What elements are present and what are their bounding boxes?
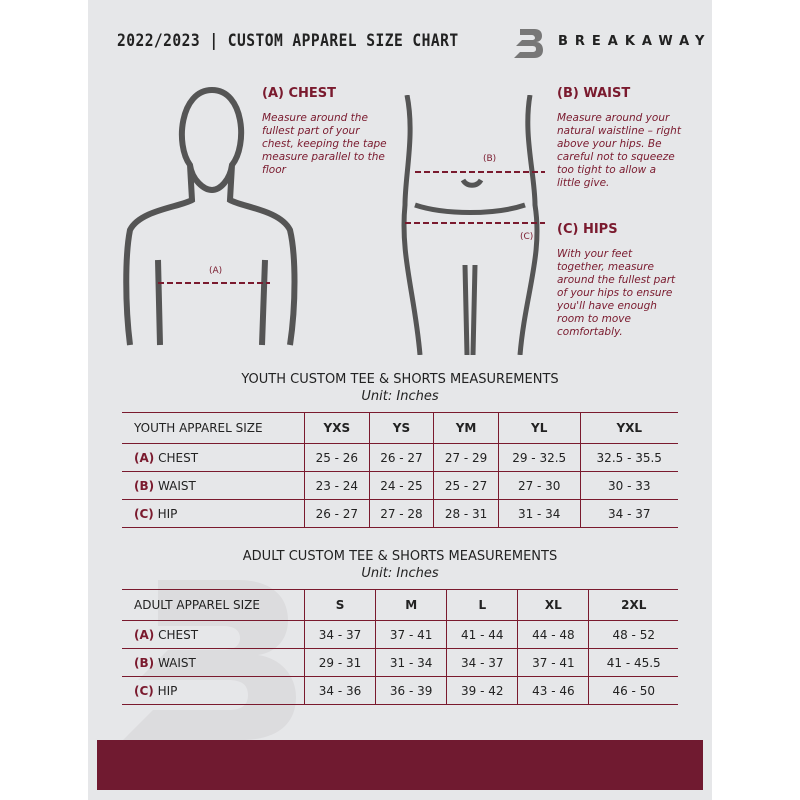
- header-cell: YM: [433, 412, 499, 444]
- table-header-row: ADULT APPAREL SIZE S M L XL 2XL: [122, 589, 678, 621]
- cell: 25 - 27: [433, 471, 499, 500]
- row-letter: (C): [134, 506, 154, 521]
- waist-marker: (B): [483, 154, 497, 164]
- row-letter: (B): [134, 478, 155, 493]
- header-cell: YXS: [304, 412, 370, 444]
- table-row: (B) WAIST 23 - 24 24 - 25 25 - 27 27 - 30 30 …: [122, 471, 678, 500]
- cell: 27 - 29: [433, 443, 499, 472]
- cell: 31 - 34: [497, 499, 581, 528]
- table-row: (A) CHEST 34 - 37 37 - 41 41 - 44 44 - 48 48 …: [122, 620, 678, 649]
- cell: 23 - 24: [304, 471, 370, 500]
- hips-description: With your feet together, measure around …: [557, 248, 676, 338]
- row-label: CHEST: [158, 627, 199, 642]
- row-letter: (B): [134, 655, 155, 670]
- table-row: (C) HIP 26 - 27 27 - 28 28 - 31 31 - 34 34 - …: [122, 499, 678, 528]
- cell: 37 - 41: [517, 648, 589, 677]
- row-letter: (A): [134, 450, 155, 465]
- row-label: HIP: [157, 506, 178, 521]
- youth-table-title: YOUTH CUSTOM TEE & SHORTS MEASUREMENTS: [241, 372, 559, 387]
- upper-body-illustration: [123, 86, 298, 346]
- adult-size-table: ADULT APPAREL SIZE S M L XL 2XL (A) CHEST 34 -…: [122, 589, 678, 705]
- cell: 34 - 36: [303, 676, 376, 705]
- cell: 24 - 25: [368, 471, 434, 500]
- table-row: (A) CHEST 25 - 26 26 - 27 27 - 29 29 - 32.5 3…: [122, 443, 678, 472]
- cell: 34 - 37: [446, 648, 518, 677]
- cell: 36 - 39: [375, 676, 447, 705]
- youth-unit: Unit: Inches: [361, 389, 439, 404]
- cell: 48 - 52: [588, 620, 678, 649]
- header-cell: YOUTH APPAREL SIZE: [122, 412, 305, 444]
- cell: 30 - 33: [579, 471, 678, 500]
- cell: 37 - 41: [375, 620, 447, 649]
- lower-body-illustration: [401, 95, 545, 355]
- hips-heading: (C) HIPS: [557, 222, 618, 237]
- hips-marker: (C): [520, 232, 534, 242]
- cell: 43 - 46: [517, 676, 589, 705]
- chest-description: Measure around the fullest part of your …: [262, 112, 387, 176]
- header-cell: L: [446, 589, 518, 621]
- cell: 27 - 30: [497, 471, 581, 500]
- cell: 26 - 27: [368, 443, 434, 472]
- table-row: (C) HIP 34 - 36 36 - 39 39 - 42 43 - 46 46 - …: [122, 676, 678, 705]
- row-label: CHEST: [158, 450, 199, 465]
- row-label: HIP: [157, 683, 178, 698]
- cell: 41 - 45.5: [588, 648, 678, 677]
- cell: 25 - 26: [304, 443, 370, 472]
- row-letter: (A): [134, 627, 155, 642]
- header-cell: 2XL: [588, 589, 678, 621]
- header-cell: M: [375, 589, 447, 621]
- youth-size-table: YOUTH APPAREL SIZE YXS YS YM YL YXL (A) CHEST…: [122, 412, 678, 528]
- row-label: WAIST: [157, 478, 196, 493]
- cell: 28 - 31: [433, 499, 499, 528]
- brand-name: BREAKAWAY: [558, 34, 712, 49]
- cell: 41 - 44: [446, 620, 518, 649]
- adult-table-title: ADULT CUSTOM TEE & SHORTS MEASUREMENTS: [242, 549, 558, 564]
- row-label: WAIST: [157, 655, 196, 670]
- cell: 27 - 28: [368, 499, 434, 528]
- row-letter: (C): [134, 683, 154, 698]
- cell: 34 - 37: [303, 620, 376, 649]
- adult-unit: Unit: Inches: [361, 566, 439, 581]
- cell: 39 - 42: [446, 676, 518, 705]
- table-row: (B) WAIST 29 - 31 31 - 34 34 - 37 37 - 41 41 …: [122, 648, 678, 677]
- cell: 29 - 31: [303, 648, 376, 677]
- waist-description: Measure around your natural waistline – …: [557, 112, 681, 189]
- cell: 46 - 50: [588, 676, 678, 705]
- footer-band: [97, 740, 703, 790]
- cell: 44 - 48: [517, 620, 589, 649]
- header-cell: XL: [517, 589, 589, 621]
- page-title: 2022/2023 | CUSTOM APPAREL SIZE CHART: [117, 31, 459, 51]
- cell: 32.5 - 35.5: [579, 443, 678, 472]
- chest-marker: (A): [209, 266, 223, 276]
- chest-heading: (A) CHEST: [262, 86, 337, 101]
- waist-heading: (B) WAIST: [557, 86, 631, 101]
- breakaway-logo-icon: [514, 29, 543, 58]
- header-cell: YS: [368, 412, 434, 444]
- cell: 29 - 32.5: [497, 443, 581, 472]
- cell: 26 - 27: [304, 499, 370, 528]
- header-cell: ADULT APPAREL SIZE: [122, 589, 305, 621]
- table-header-row: YOUTH APPAREL SIZE YXS YS YM YL YXL: [122, 412, 678, 444]
- header-cell: S: [303, 589, 376, 621]
- cell: 31 - 34: [375, 648, 447, 677]
- header-cell: YXL: [579, 412, 678, 444]
- header-cell: YL: [497, 412, 581, 444]
- cell: 34 - 37: [579, 499, 678, 528]
